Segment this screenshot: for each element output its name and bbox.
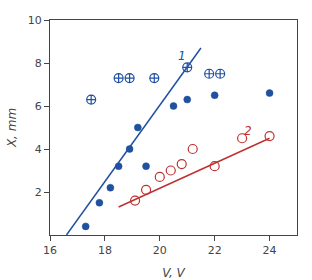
- svg-text:24: 24: [263, 244, 277, 257]
- svg-text:X, mm: X, mm: [5, 108, 19, 148]
- svg-text:22: 22: [208, 244, 222, 257]
- svg-text:1: 1: [178, 49, 186, 63]
- svg-text:6: 6: [35, 100, 42, 113]
- svg-text:2: 2: [244, 124, 252, 138]
- svg-text:8: 8: [35, 57, 42, 70]
- svg-text:V, V: V, V: [162, 266, 185, 280]
- svg-text:2: 2: [35, 186, 42, 199]
- svg-text:20: 20: [153, 244, 167, 257]
- svg-text:10: 10: [28, 14, 42, 27]
- svg-text:16: 16: [43, 244, 57, 257]
- svg-text:4: 4: [35, 143, 42, 156]
- svg-text:18: 18: [98, 244, 112, 257]
